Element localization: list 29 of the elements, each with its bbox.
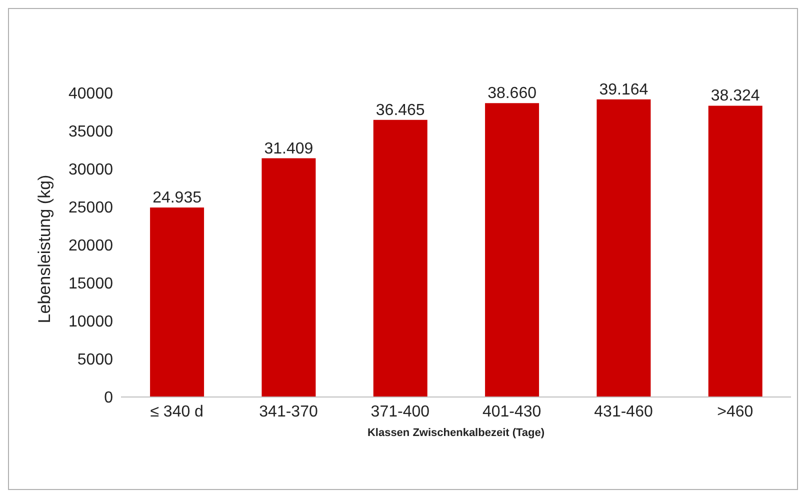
bar — [150, 207, 204, 397]
x-tick-label: ≤ 340 d — [150, 403, 204, 420]
data-label: 38.660 — [488, 85, 537, 102]
x-tick-label: >460 — [717, 403, 754, 420]
bar — [708, 106, 762, 397]
data-label: 31.409 — [264, 140, 314, 158]
y-tick-label: 10000 — [68, 314, 114, 331]
y-tick-label: 40000 — [68, 86, 114, 103]
bar — [373, 120, 428, 397]
y-tick-label: 20000 — [68, 238, 114, 255]
bar — [596, 99, 651, 397]
x-tick-label: 371-400 — [370, 403, 430, 420]
y-tick-label: 0 — [104, 390, 114, 407]
data-label: 36.465 — [376, 102, 425, 119]
data-label: 38.324 — [710, 88, 760, 105]
x-tick-label: 431-460 — [594, 403, 653, 420]
bar — [262, 158, 316, 397]
x-tick-label: 401-430 — [482, 403, 542, 420]
y-tick-label: 5000 — [77, 352, 114, 369]
y-tick-label: 25000 — [68, 200, 114, 217]
x-tick-label: 341-370 — [259, 403, 318, 420]
y-tick-label: 15000 — [68, 276, 114, 293]
y-axis-title: Lebensleistung (kg) — [35, 174, 55, 324]
y-tick-label: 30000 — [68, 162, 114, 179]
data-label: 24.935 — [152, 189, 202, 206]
bar — [485, 103, 540, 397]
data-label: 39.164 — [599, 81, 648, 98]
y-tick-label: 35000 — [68, 124, 114, 141]
x-axis-title: Klassen Zwischenkalbezeit (Tage) — [366, 427, 546, 439]
